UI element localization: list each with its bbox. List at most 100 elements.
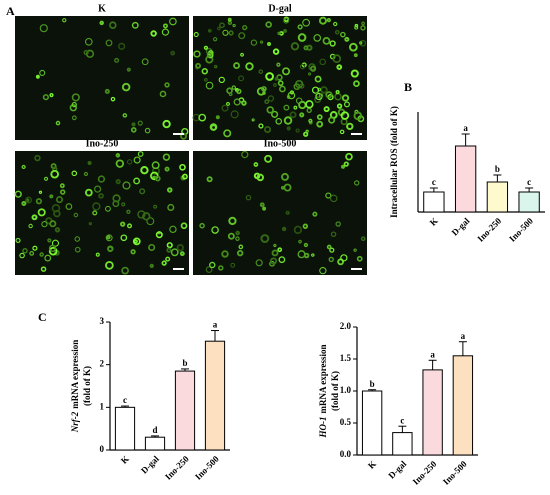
bar (392, 432, 413, 456)
cell (311, 253, 315, 257)
cell (206, 52, 212, 58)
cell (115, 159, 125, 168)
cell (240, 52, 244, 57)
cell (305, 100, 314, 109)
cell (166, 187, 173, 193)
cell (275, 118, 282, 125)
y-axis-gene: HO-1 (318, 417, 328, 439)
cell (120, 234, 128, 242)
cell (165, 256, 171, 262)
cell (60, 189, 66, 195)
cell (88, 221, 93, 226)
cell (65, 203, 73, 210)
cell (161, 28, 170, 36)
cell (166, 242, 173, 249)
cell (350, 69, 359, 78)
cell (344, 36, 350, 42)
y-axis-label: HO-1 mRNA expression (318, 344, 328, 438)
bar (454, 145, 477, 213)
cell (263, 125, 272, 134)
x-tick-label: D-gal (139, 453, 161, 475)
cell (40, 266, 47, 272)
cell (137, 120, 143, 126)
cell (106, 235, 111, 240)
cell (198, 113, 207, 122)
cell (49, 93, 54, 98)
cell (303, 242, 309, 248)
cell (277, 247, 283, 253)
cell (159, 90, 167, 98)
cell (199, 222, 205, 229)
cell (285, 210, 290, 215)
cell (303, 45, 309, 51)
cell (131, 21, 139, 29)
cell (35, 74, 40, 79)
cell (360, 25, 366, 31)
x-tick-label: D-gal (386, 458, 408, 480)
image-label: D-gal (268, 3, 292, 14)
cell (303, 131, 309, 137)
cell (332, 54, 342, 63)
cell (293, 225, 303, 235)
cell (74, 246, 81, 253)
cell (161, 260, 167, 266)
cell (305, 129, 309, 133)
cell (272, 48, 280, 55)
cell (236, 249, 244, 257)
cell (299, 63, 306, 70)
cell (73, 212, 79, 218)
bar (486, 181, 509, 213)
cell (137, 151, 144, 157)
cell (227, 17, 232, 22)
cell (170, 248, 179, 257)
cell (282, 67, 290, 76)
cell (233, 98, 241, 106)
cell (112, 194, 121, 203)
cell (343, 161, 349, 167)
x-tick-label: D-gal (450, 215, 472, 237)
cell (348, 42, 358, 52)
cell (37, 208, 46, 217)
cell (140, 166, 149, 175)
cell (126, 67, 131, 72)
panel-label: A (6, 4, 15, 18)
cell (169, 17, 177, 26)
cell (326, 18, 331, 23)
cell (346, 122, 354, 131)
cell (209, 261, 216, 269)
cell (144, 127, 151, 134)
cell (232, 23, 236, 28)
cell (228, 216, 237, 226)
cell (44, 254, 52, 262)
cell (221, 250, 229, 258)
cell (241, 150, 249, 159)
x-tick-label: Ino-500 (441, 458, 469, 486)
cell (302, 223, 309, 229)
cell (137, 210, 146, 219)
y-tick-label: 2.0 (340, 321, 352, 331)
cell (273, 243, 277, 248)
cell (231, 85, 237, 90)
cell (242, 24, 248, 31)
cell (22, 248, 28, 254)
cell (110, 96, 116, 102)
cell (359, 41, 363, 45)
cell (133, 156, 141, 164)
cell (353, 111, 363, 121)
cell (236, 88, 242, 95)
cell (210, 124, 217, 131)
cell (153, 204, 158, 209)
cell (97, 175, 106, 183)
cell (334, 29, 340, 35)
cell (309, 65, 317, 72)
cell (87, 161, 92, 166)
cell (83, 49, 89, 56)
cell (93, 185, 102, 193)
cell (121, 266, 130, 275)
cell (74, 236, 80, 242)
cell (230, 262, 236, 268)
cell (308, 118, 313, 123)
cell (283, 28, 287, 33)
cell (146, 217, 155, 226)
cell (179, 163, 186, 171)
